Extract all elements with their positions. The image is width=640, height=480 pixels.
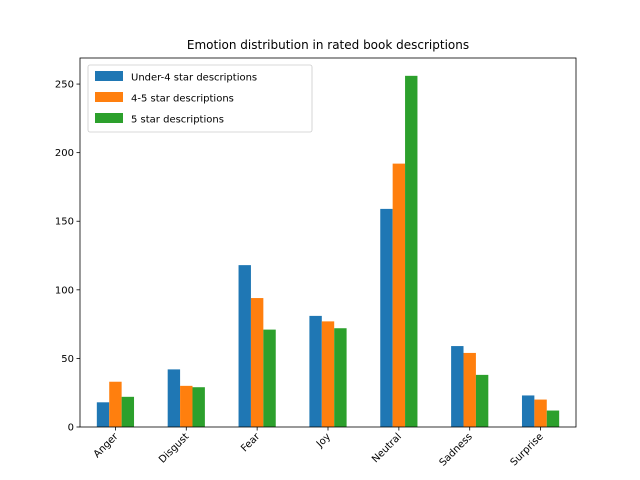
bar-sadness-series-1 bbox=[451, 346, 464, 427]
x-tick-label-fear: Fear bbox=[239, 431, 263, 455]
bar-fear-series-2 bbox=[250, 298, 264, 427]
x-tick-label-joy: Joy bbox=[314, 431, 333, 450]
bar-joy-series-3 bbox=[334, 328, 347, 427]
bar-joy-series-2 bbox=[321, 321, 335, 427]
bar-sadness-series-3 bbox=[475, 374, 489, 427]
bar-surprise-series-2 bbox=[534, 399, 547, 427]
x-tick-label-sadness: Sadness bbox=[438, 431, 475, 468]
y-tick-label: 100 bbox=[55, 285, 74, 296]
legend-label: 4-5 star descriptions bbox=[131, 94, 234, 105]
bar-sadness-series-2 bbox=[463, 352, 476, 427]
legend-box bbox=[87, 64, 313, 133]
legend: Under-4 star descriptions 4-5 star descri… bbox=[87, 64, 313, 133]
bar-anger-series-1 bbox=[96, 402, 110, 427]
bar-disgust-series-1 bbox=[167, 369, 181, 427]
legend-swatch bbox=[95, 113, 123, 123]
chart-title: Emotion distribution in rated book descr… bbox=[187, 38, 469, 52]
bar-neutral-series-3 bbox=[405, 75, 418, 428]
legend-label: 5 star descriptions bbox=[131, 115, 224, 126]
y-tick-label: 150 bbox=[55, 217, 74, 228]
legend-label: Under-4 star descriptions bbox=[131, 73, 257, 84]
bar-neutral-series-2 bbox=[392, 163, 406, 427]
bar-fear-series-1 bbox=[238, 265, 251, 427]
bar-anger-series-2 bbox=[109, 381, 122, 427]
legend-swatch bbox=[95, 71, 123, 81]
bar-joy-series-1 bbox=[309, 315, 322, 427]
bar-anger-series-3 bbox=[121, 396, 135, 427]
y-tick-label: 200 bbox=[55, 148, 74, 159]
bar-disgust-series-3 bbox=[192, 387, 205, 427]
y-tick-label: 0 bbox=[68, 423, 74, 434]
plot-area: 0 50 100 150 200 250 Anger Disgust Fear Joy Neutra… bbox=[55, 57, 577, 469]
bar-surprise-series-3 bbox=[546, 410, 560, 427]
bar-disgust-series-2 bbox=[180, 385, 193, 427]
legend-swatch bbox=[95, 92, 123, 102]
x-tick-label-anger: Anger bbox=[92, 431, 121, 460]
y-tick-label: 250 bbox=[55, 80, 74, 91]
x-tick-label-surprise: Surprise bbox=[509, 431, 546, 468]
bar-neutral-series-1 bbox=[380, 208, 393, 427]
bar-fear-series-3 bbox=[263, 329, 276, 427]
x-tick-label-disgust: Disgust bbox=[157, 431, 191, 465]
y-tick-label: 50 bbox=[61, 354, 74, 365]
x-tick-label-neutral: Neutral bbox=[370, 431, 404, 465]
bar-surprise-series-1 bbox=[521, 395, 535, 427]
